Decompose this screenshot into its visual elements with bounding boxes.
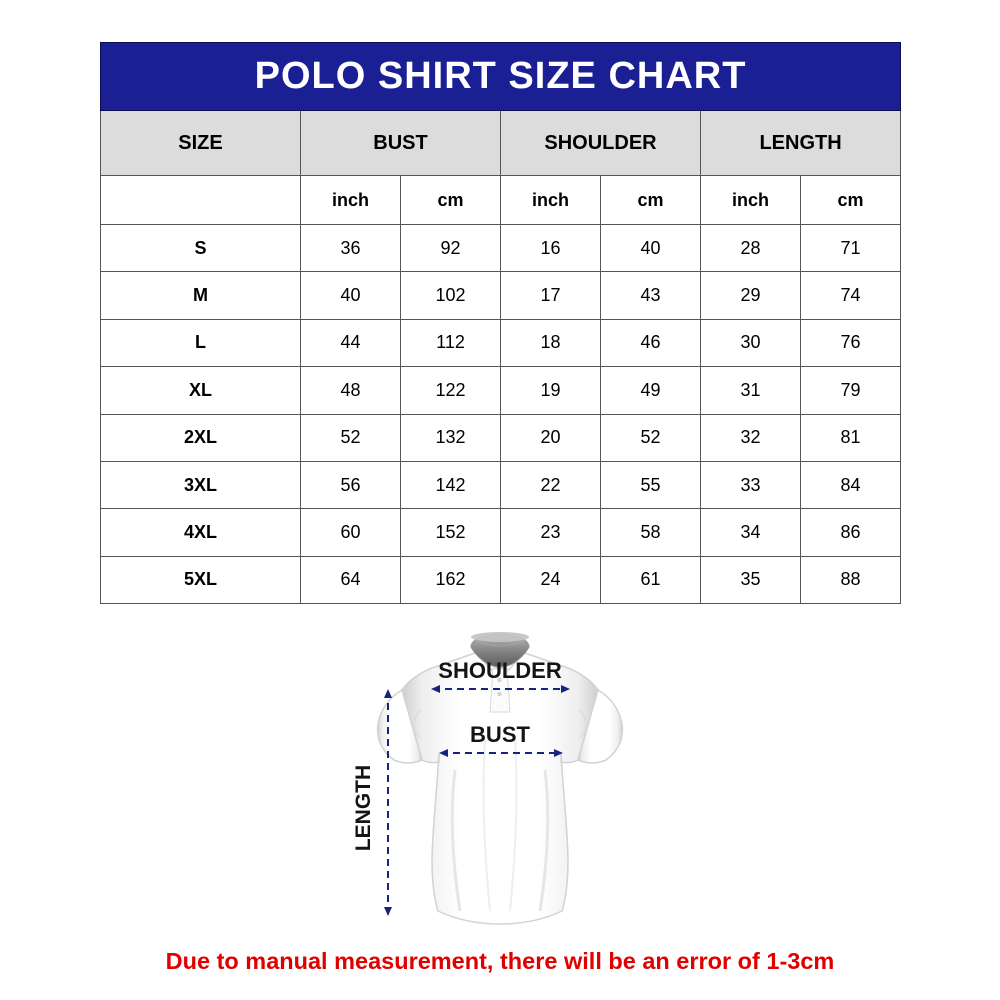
svg-text:BUST: BUST: [470, 722, 530, 747]
svg-text:LENGTH: LENGTH: [352, 765, 375, 851]
svg-text:SHOULDER: SHOULDER: [438, 658, 562, 683]
